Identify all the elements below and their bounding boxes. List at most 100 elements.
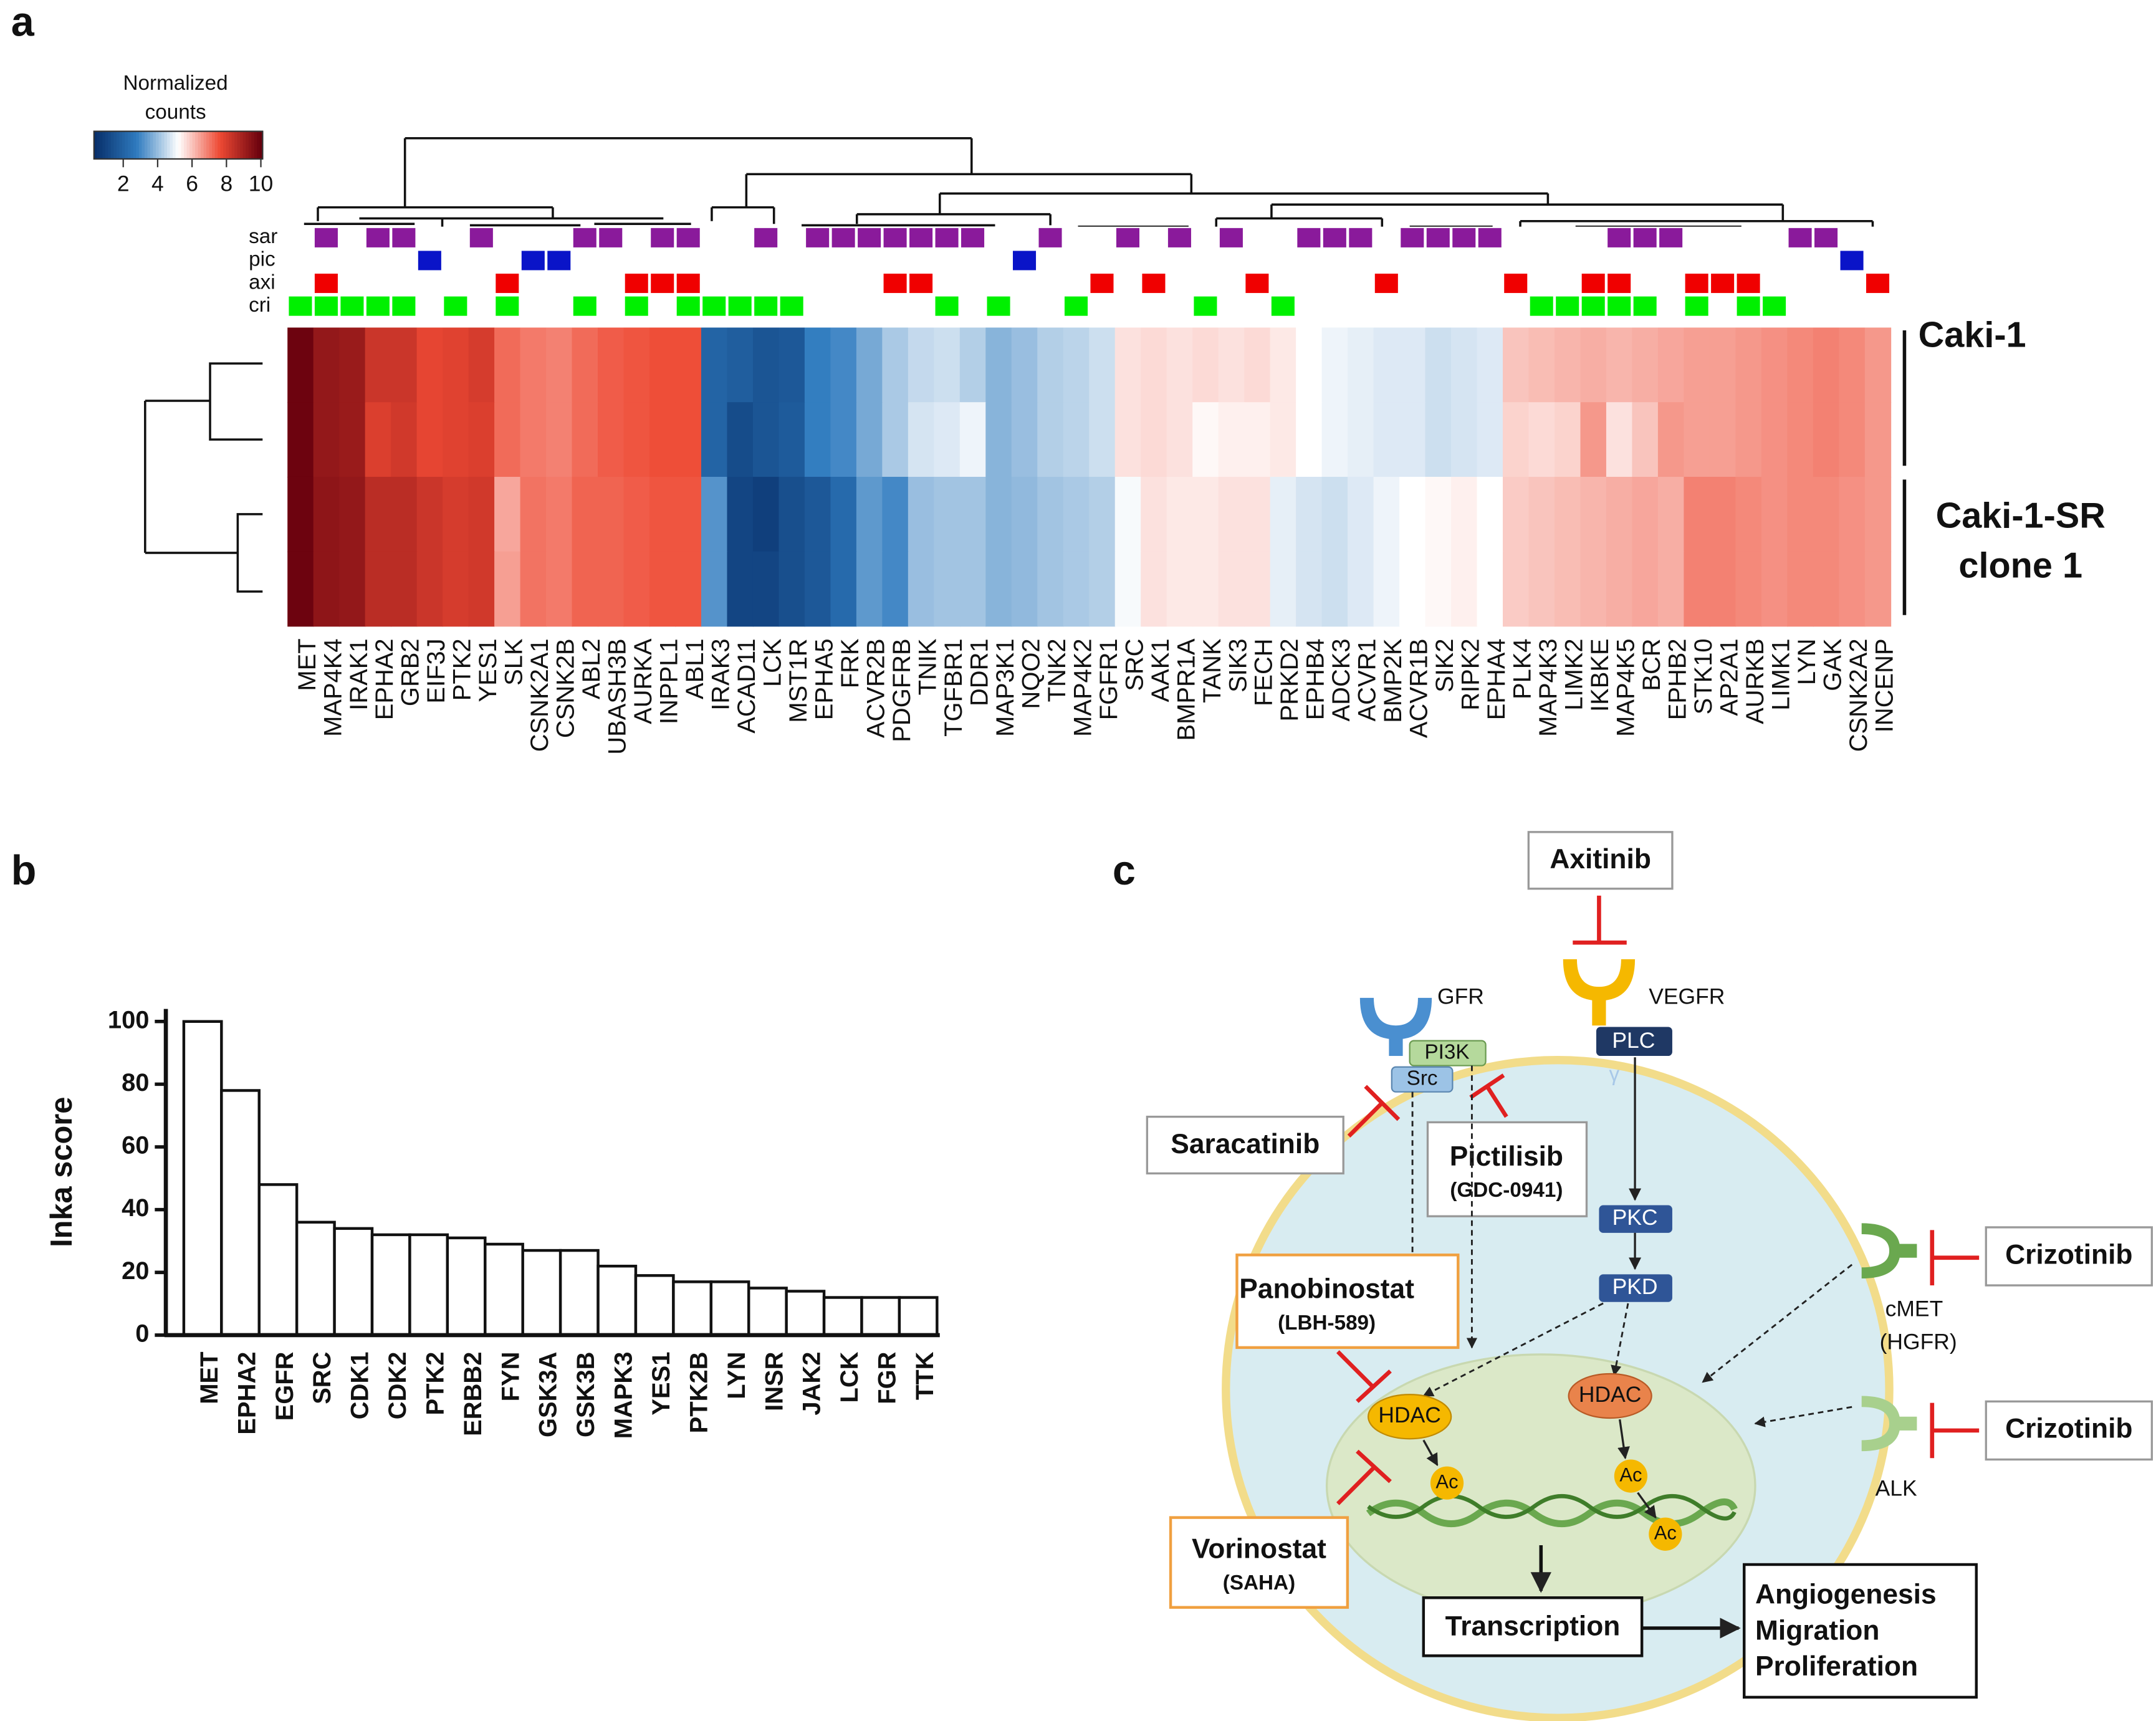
colorbar-swatch bbox=[259, 131, 264, 159]
heatmap-cell bbox=[339, 402, 366, 477]
drug-box bbox=[1426, 1121, 1588, 1217]
heatmap-cell bbox=[752, 476, 780, 552]
heatmap-cell bbox=[1606, 402, 1633, 477]
colorbar-swatch bbox=[212, 131, 216, 159]
heatmap-cell bbox=[882, 476, 909, 552]
colorbar-swatch bbox=[155, 131, 160, 159]
panel-label: b bbox=[11, 848, 37, 894]
colorbar-swatch bbox=[93, 131, 98, 159]
colorbar-swatch bbox=[251, 131, 255, 159]
x-tick-label: IKBKE bbox=[1586, 638, 1614, 712]
annotation-cell bbox=[1607, 296, 1631, 316]
x-tick-label: TNIK bbox=[914, 638, 941, 695]
heatmap-cell bbox=[1632, 402, 1659, 477]
heatmap-cell bbox=[1580, 327, 1607, 403]
annotation-cell bbox=[366, 228, 390, 247]
heatmap-cell bbox=[1684, 551, 1710, 627]
heatmap-cell bbox=[1089, 402, 1116, 477]
inhibition bbox=[1930, 1230, 1980, 1286]
bar bbox=[634, 1274, 675, 1337]
x-tick-label: EPHB4 bbox=[1302, 638, 1330, 720]
x-tick-label: LYN bbox=[1793, 638, 1821, 685]
bar bbox=[484, 1242, 524, 1337]
annotation-cell bbox=[521, 251, 545, 271]
dna bbox=[1366, 1498, 1738, 1527]
heatmap-cell bbox=[1011, 551, 1038, 627]
heatmap-cell bbox=[313, 551, 340, 627]
heatmap-cell bbox=[908, 476, 935, 552]
x-tick-label: SRC bbox=[309, 1352, 336, 1404]
y-tick-label: 0 bbox=[135, 1320, 149, 1347]
heatmap-cell bbox=[1839, 327, 1866, 403]
heatmap-cell bbox=[1114, 476, 1142, 552]
heatmap-cell bbox=[1321, 327, 1348, 403]
heatmap-cell bbox=[1580, 402, 1607, 477]
arrow bbox=[1637, 1492, 1657, 1519]
annotation-cell bbox=[1788, 228, 1812, 247]
x-tick-label: LCK bbox=[759, 638, 787, 687]
heatmap-cell bbox=[1554, 551, 1581, 627]
bar bbox=[408, 1233, 449, 1337]
heatmap-cell bbox=[1114, 551, 1142, 627]
heatmap-cell bbox=[313, 327, 340, 403]
protein-label: PLC bbox=[1612, 1028, 1655, 1053]
colorbar-swatch bbox=[136, 131, 140, 159]
annotation-cell bbox=[314, 228, 338, 247]
heatmap-cell bbox=[1709, 402, 1737, 477]
heatmap-cell bbox=[1011, 476, 1038, 552]
heatmap-cell bbox=[1296, 327, 1323, 403]
colorbar-swatch bbox=[226, 131, 230, 159]
annotation-cell bbox=[547, 251, 571, 271]
heatmap-cell bbox=[727, 327, 754, 403]
annotation-cell bbox=[1271, 296, 1295, 316]
heatmap-cell bbox=[1192, 327, 1219, 403]
colorbar-swatch bbox=[147, 131, 151, 159]
colorbar-swatch bbox=[220, 131, 224, 159]
acetyl-label: Ac bbox=[1654, 1522, 1677, 1543]
annotation-cell bbox=[1142, 274, 1166, 294]
heatmap-cell bbox=[1348, 476, 1374, 552]
heatmap-cell bbox=[701, 402, 728, 477]
x-tick-label: MAP4K5 bbox=[1612, 638, 1640, 736]
annotation-cell bbox=[651, 274, 674, 294]
x-tick-label: LIMK1 bbox=[1767, 638, 1794, 710]
colorbar-swatch bbox=[102, 131, 106, 159]
heatmap-cell bbox=[520, 402, 547, 477]
heatmap-cell bbox=[1296, 551, 1323, 627]
receptor-label: cMET bbox=[1885, 1296, 1943, 1321]
heatmap-cell bbox=[416, 402, 443, 477]
heatmap-cell bbox=[1399, 476, 1426, 552]
protein-label: PKC bbox=[1612, 1205, 1658, 1230]
heatmap-cell bbox=[339, 476, 366, 552]
x-tick-label: SRC bbox=[1121, 638, 1148, 691]
receptor-label: VEGFR bbox=[1649, 984, 1725, 1009]
annotation-cell bbox=[831, 228, 855, 247]
heatmap-cell bbox=[1657, 327, 1685, 403]
heatmap-cell bbox=[727, 551, 754, 627]
bar bbox=[822, 1296, 863, 1337]
annotation-cell bbox=[1452, 228, 1476, 247]
drug: Axitinib bbox=[1550, 844, 1651, 875]
annotation-cell bbox=[314, 296, 338, 316]
x-tick-label: LIMK2 bbox=[1561, 638, 1588, 710]
acetyl bbox=[1430, 1466, 1464, 1500]
bar bbox=[333, 1227, 374, 1337]
heatmap-cell bbox=[649, 476, 676, 552]
group-label: Caki-1 bbox=[1919, 315, 2026, 355]
annotation-cell bbox=[392, 228, 416, 247]
colorbar-swatch bbox=[242, 131, 247, 159]
drug-box bbox=[1235, 1254, 1460, 1349]
receptor bbox=[1861, 1223, 1917, 1279]
colorbar-swatch bbox=[223, 131, 227, 159]
annotation-cell bbox=[858, 228, 881, 247]
colorbar-frame bbox=[93, 130, 264, 160]
drug-box bbox=[1985, 1400, 2154, 1461]
heatmap-cell bbox=[1141, 551, 1167, 627]
x-tick-label: FRK bbox=[836, 638, 864, 688]
annotation-cell bbox=[935, 296, 959, 316]
heatmap-cell bbox=[675, 402, 702, 477]
heatmap-cell bbox=[416, 327, 443, 403]
bar bbox=[596, 1265, 638, 1337]
heatmap-cell bbox=[1373, 402, 1400, 477]
